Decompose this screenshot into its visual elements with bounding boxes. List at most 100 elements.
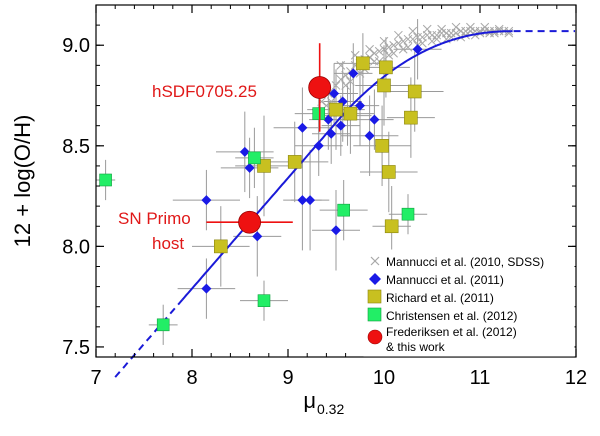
richard-point xyxy=(287,155,302,169)
christensen-point xyxy=(99,173,112,187)
sdss-point xyxy=(341,71,350,80)
sdss-point xyxy=(379,44,389,54)
mannucci2011-point xyxy=(331,225,341,236)
richard-point xyxy=(257,159,271,173)
richard-point xyxy=(379,60,393,75)
y-tick-label: 7.5 xyxy=(62,337,90,359)
legend-marker-diamond xyxy=(369,273,381,285)
sdss-point xyxy=(389,40,398,50)
sdss-point xyxy=(432,34,442,44)
mannucci2011-point xyxy=(201,195,212,206)
legend-label: Frederiksen et al. (2012) xyxy=(386,325,517,339)
sdss-point xyxy=(394,38,403,48)
sdss-point xyxy=(418,38,427,48)
legend-label-line2: & this work xyxy=(386,340,446,354)
legend-label: Mannucci et al. (2011) xyxy=(386,273,504,287)
x-tick-label: 7 xyxy=(90,367,101,389)
sdss-point xyxy=(336,75,346,84)
legend-label: Richard et al. (2011) xyxy=(386,291,494,305)
sdss-point xyxy=(398,44,408,54)
mannucci2011-point xyxy=(252,231,263,242)
x-tick-label: 9 xyxy=(282,367,293,389)
sdss-point xyxy=(365,44,374,54)
richard-point xyxy=(377,78,391,93)
legend-item-mannucci2011: Mannucci et al. (2011) xyxy=(369,273,504,287)
richard-point xyxy=(214,239,228,254)
y-axis-label: 12 + log(O/H) xyxy=(10,115,35,248)
mannucci2011-point xyxy=(369,114,380,125)
frederiksen-point xyxy=(238,210,262,234)
sdss-point xyxy=(384,50,394,60)
sdss-point xyxy=(437,24,446,34)
x-axis-label-subscript: 0.32 xyxy=(317,401,344,417)
sdss-point xyxy=(384,42,394,52)
richard-point xyxy=(329,102,343,117)
legend-item-sdss: Mannucci et al. (2010, SDSS) xyxy=(370,255,544,269)
sdss-point xyxy=(331,81,341,90)
sdss-point xyxy=(370,48,379,58)
richard-point xyxy=(375,139,389,153)
mannucci2011-point xyxy=(355,100,365,111)
sdss-point xyxy=(379,36,389,46)
x-tick-label: 11 xyxy=(470,367,491,389)
x-axis-label: μ xyxy=(303,388,316,413)
annotation-snprimo-line2: host xyxy=(152,234,184,253)
annotation-hsdf: hSDF0705.25 xyxy=(152,82,257,101)
richard-point xyxy=(343,106,358,121)
sdss-point xyxy=(341,81,350,90)
richard-point xyxy=(407,84,422,99)
sdss-point xyxy=(466,22,475,32)
mannucci2011-point xyxy=(412,44,423,55)
frederiksen-point xyxy=(308,76,332,99)
richard-point xyxy=(356,56,370,71)
sdss-point xyxy=(398,36,408,46)
sdss-point xyxy=(374,46,384,56)
sdss-point xyxy=(408,34,418,44)
mannucci2011-point xyxy=(364,130,375,141)
sdss-point xyxy=(422,24,432,34)
christensen-point xyxy=(257,294,271,307)
y-tick-label: 8.0 xyxy=(62,236,90,258)
legend-label: Christensen et al. (2012) xyxy=(386,309,517,323)
sdss-point xyxy=(346,77,355,86)
christensen-point xyxy=(401,207,415,221)
legend-item-christensen: Christensen et al. (2012) xyxy=(367,307,517,323)
axis-ticks: 7 8 9 10 11 12 7.5 8.0 8.5 9.0 xyxy=(62,4,587,389)
sdss-point xyxy=(408,26,418,36)
relation-dashed-low xyxy=(114,299,184,378)
y-tick-label: 8.5 xyxy=(62,136,90,158)
legend-marker-circle xyxy=(367,329,383,345)
christensen-point xyxy=(337,203,350,217)
legend-item-frederiksen: Frederiksen et al. (2012) & this work xyxy=(367,325,517,354)
sdss-point xyxy=(389,48,398,58)
legend: Mannucci et al. (2010, SDSS) Mannucci et… xyxy=(363,249,575,357)
sdss-point xyxy=(336,60,346,70)
mannucci2011-point xyxy=(297,122,308,133)
legend-label: Mannucci et al. (2010, SDSS) xyxy=(386,255,544,269)
richard-point xyxy=(404,110,418,125)
richard-point xyxy=(384,219,399,234)
x-tick-label: 12 xyxy=(565,367,587,389)
annotation-layer: hSDF0705.25 SN Primo host xyxy=(118,82,257,253)
christensen-point xyxy=(248,151,261,165)
points-layer xyxy=(99,43,423,332)
mannucci2011-point xyxy=(305,195,316,206)
sdss-point xyxy=(432,30,442,40)
mannucci2011-point xyxy=(326,128,337,139)
annotation-snprimo-line1: SN Primo xyxy=(118,209,191,228)
christensen-point xyxy=(156,318,170,332)
mannucci2011-point xyxy=(244,162,255,173)
x-tick-label: 10 xyxy=(373,367,395,389)
mannucci2011-point xyxy=(348,68,359,79)
mannucci2011-point xyxy=(201,283,212,294)
mannucci2011-point xyxy=(313,140,324,151)
sdss-point xyxy=(451,22,461,32)
richard-point xyxy=(381,165,396,179)
legend-item-richard: Richard et al. (2011) xyxy=(367,289,494,305)
mannucci2011-point xyxy=(329,88,340,99)
plot-frame xyxy=(95,4,577,358)
christensen-point xyxy=(312,107,326,120)
sdss-point xyxy=(427,36,437,46)
legend-marker-cross xyxy=(370,256,380,266)
